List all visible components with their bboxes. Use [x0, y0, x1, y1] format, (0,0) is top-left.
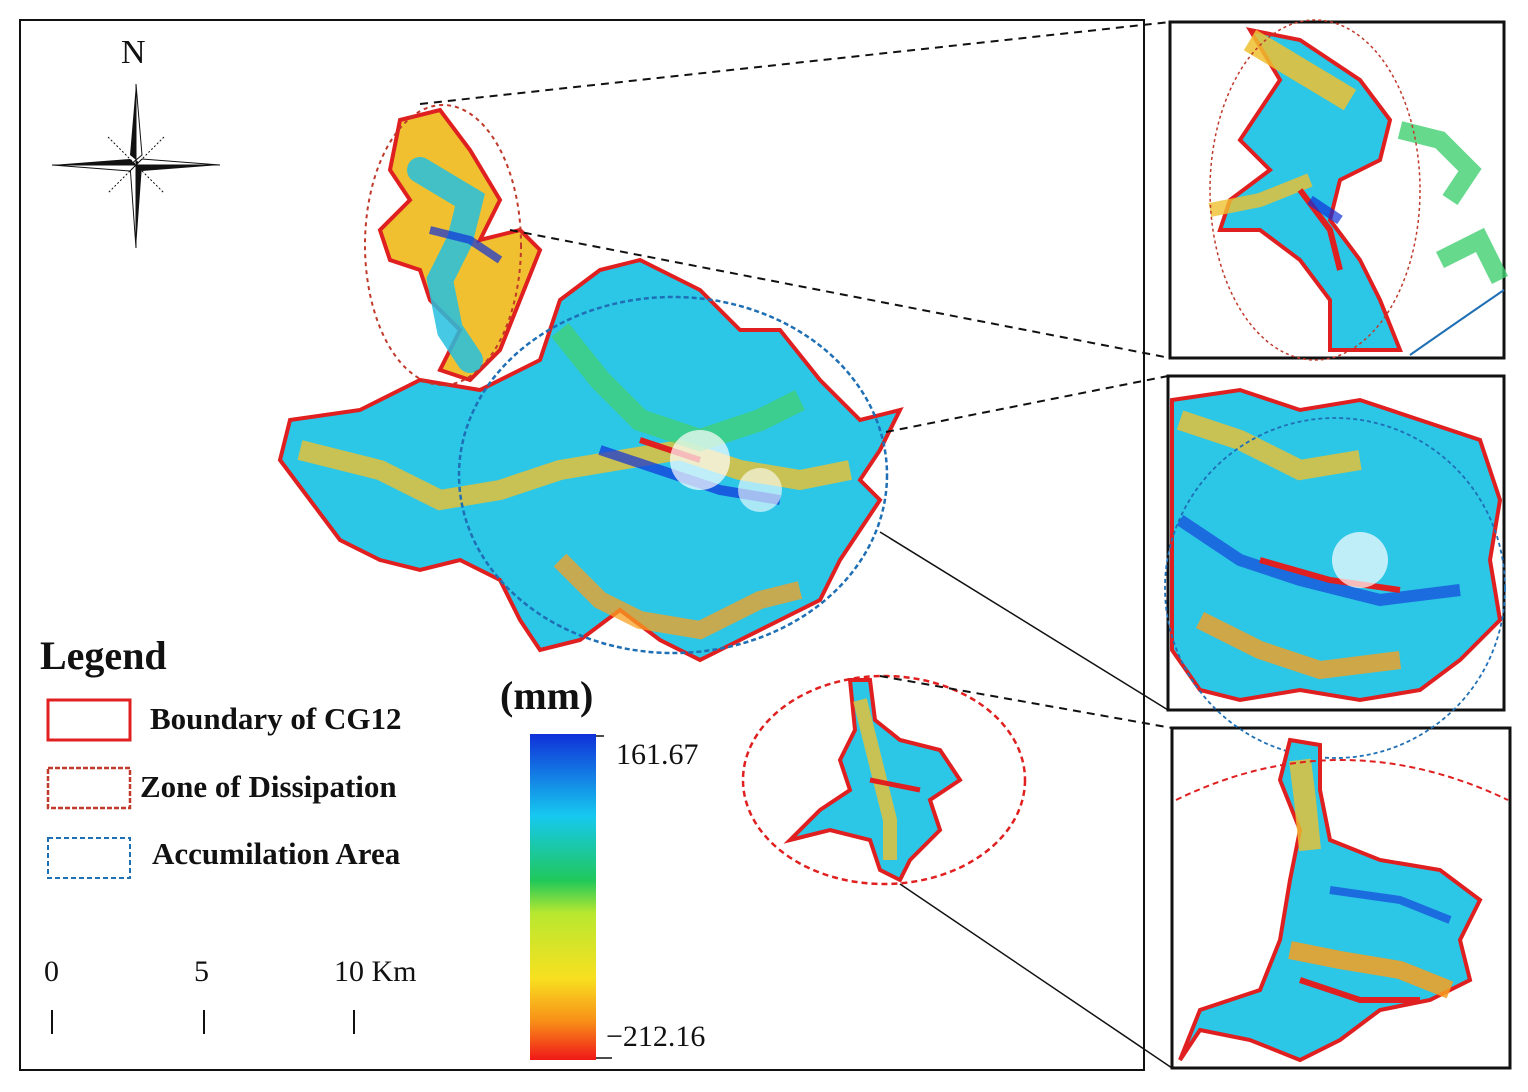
scale-bar	[51, 1010, 355, 1034]
inset-3-content	[1175, 737, 1509, 1063]
colorbar-min-label: −212.16	[606, 1020, 706, 1053]
connector-line	[879, 675, 1173, 729]
connector-line	[419, 21, 1171, 105]
colorbar-unit-label: (mm)	[500, 673, 594, 718]
legend-label-accumulation: Accumilation Area	[152, 836, 401, 871]
inset-frame-1	[1168, 20, 1506, 360]
legend-label-dissipation: Zone of Dissipation	[140, 769, 397, 804]
inset-frame-3	[1170, 726, 1512, 1070]
inset-frame-2	[1166, 374, 1506, 712]
connector-line	[899, 883, 1173, 1069]
scale-label-5: 5	[194, 955, 209, 988]
connector-line	[885, 375, 1169, 433]
north-arrow-icon	[51, 83, 221, 249]
scale-label-0: 0	[44, 955, 59, 988]
legend-swatch-dissipation	[46, 766, 132, 810]
inset-2-content	[1164, 387, 1506, 759]
legend-swatch-accumulation	[47, 837, 131, 879]
colorbar-max-label: 161.67	[616, 738, 699, 771]
legend-swatch-boundary	[46, 698, 132, 742]
main-map-frame	[19, 19, 1145, 1071]
connector-line	[879, 531, 1169, 711]
scale-label-10: 10 Km	[334, 955, 417, 988]
colorbar	[530, 734, 596, 1060]
inset-1-content	[1208, 19, 1509, 361]
legend-title: Legend	[40, 633, 167, 678]
north-label: N	[121, 34, 146, 71]
legend-label-boundary: Boundary of CG12	[150, 701, 402, 736]
